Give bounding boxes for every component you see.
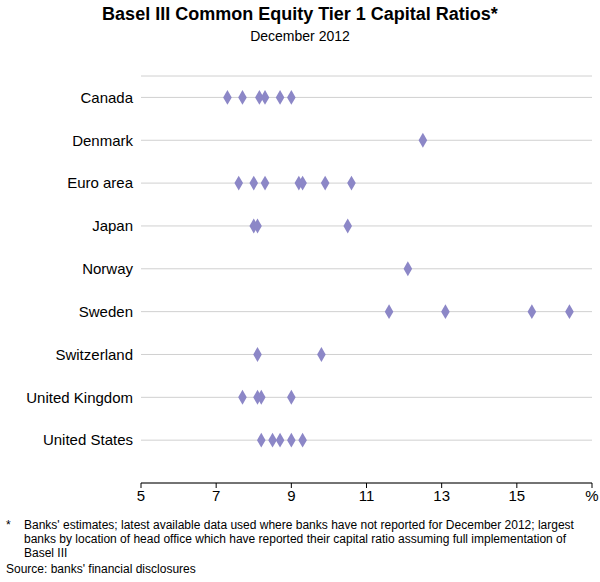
html-text:Source: banks' financial discl: Source: banks' financial disclosures [6,562,196,576]
html-text:Basel III Common Equity Tier 1: Basel III Common Equity Tier 1 Capital R… [102,4,498,24]
svg-text:Canada: Canada [80,89,133,106]
svg-text:Japan: Japan [92,217,133,234]
html-text:December 2012: December 2012 [250,28,350,44]
svg-text:13: 13 [433,487,450,504]
svg-text:11: 11 [359,487,375,504]
html-text:Banks' estimates; latest avail: Banks' estimates; latest available data … [24,518,574,560]
svg-text:Denmark: Denmark [72,132,133,149]
svg-text:Norway: Norway [82,260,133,277]
svg-text:15: 15 [508,487,525,504]
svg-text:Euro area: Euro area [67,174,134,191]
svg-text:United States: United States [43,431,133,448]
svg-text:9: 9 [287,487,295,504]
svg-text:Switzerland: Switzerland [55,346,133,363]
svg-text:%: % [585,487,592,504]
svg-text:7: 7 [212,487,220,504]
svg-text:5: 5 [137,487,145,504]
svg-text:United Kingdom: United Kingdom [26,389,133,406]
svg-text:Sweden: Sweden [79,303,133,320]
